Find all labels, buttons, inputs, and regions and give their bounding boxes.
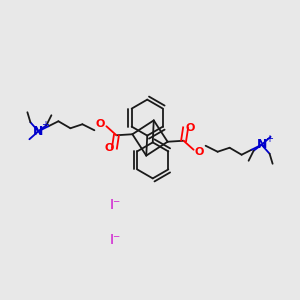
Text: N: N (33, 125, 43, 138)
Text: O: O (195, 147, 204, 157)
Text: O: O (96, 119, 105, 129)
Text: O: O (105, 143, 114, 153)
Text: I⁻: I⁻ (109, 233, 121, 247)
Text: N: N (256, 138, 267, 151)
Text: I⁻: I⁻ (109, 198, 121, 212)
Text: +: + (41, 120, 50, 130)
Text: +: + (265, 134, 273, 144)
Text: O: O (186, 123, 195, 133)
